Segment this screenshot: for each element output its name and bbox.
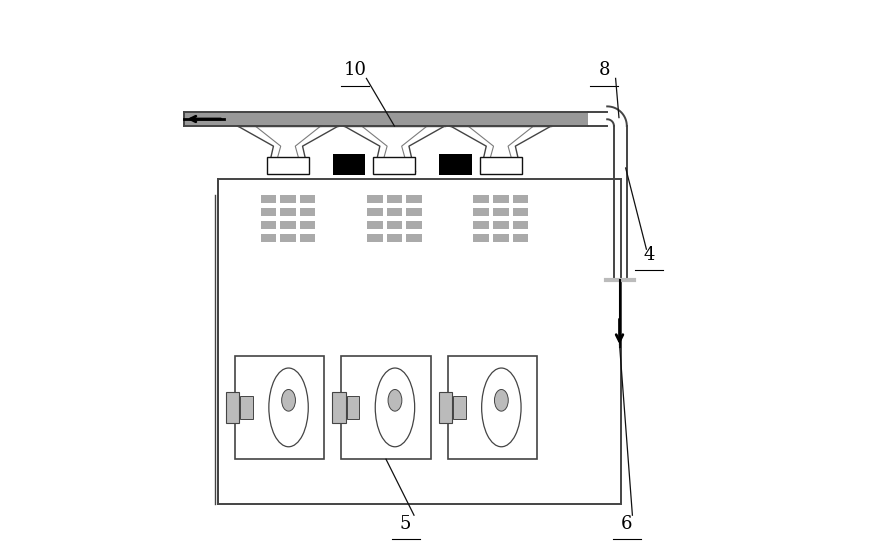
Bar (406, 234, 422, 242)
Bar (453, 396, 466, 419)
Bar (261, 234, 276, 242)
Bar (367, 195, 383, 203)
Bar (300, 234, 316, 242)
Bar (225, 392, 240, 423)
Bar (386, 234, 402, 242)
Bar (493, 234, 508, 242)
Text: 4: 4 (644, 246, 655, 264)
Bar (373, 157, 415, 174)
Ellipse shape (375, 368, 415, 447)
Bar (473, 221, 489, 229)
Bar (261, 195, 276, 203)
Bar (280, 195, 296, 203)
Bar (439, 154, 472, 175)
Bar (300, 221, 316, 229)
Bar (280, 234, 296, 242)
Bar (438, 392, 452, 423)
Bar (386, 208, 402, 216)
Bar (341, 356, 431, 459)
Ellipse shape (269, 368, 309, 447)
Bar (513, 195, 529, 203)
Bar (218, 179, 621, 504)
Bar (386, 195, 402, 203)
Bar (493, 208, 508, 216)
Ellipse shape (482, 368, 521, 447)
Bar (480, 157, 522, 174)
Bar (280, 221, 296, 229)
Bar (406, 195, 422, 203)
Ellipse shape (494, 390, 508, 411)
Bar (473, 208, 489, 216)
Bar (347, 396, 359, 419)
Bar (261, 221, 276, 229)
Bar (367, 234, 383, 242)
Bar (332, 154, 365, 175)
Bar (447, 356, 537, 459)
Text: 5: 5 (400, 515, 411, 533)
Bar (240, 396, 253, 419)
Bar (513, 221, 529, 229)
Bar (513, 234, 529, 242)
Ellipse shape (282, 390, 295, 411)
Bar (332, 392, 346, 423)
Bar (406, 208, 422, 216)
Bar (185, 112, 588, 126)
Bar (367, 208, 383, 216)
Ellipse shape (388, 390, 402, 411)
Bar (235, 356, 324, 459)
Bar (386, 221, 402, 229)
Bar (267, 157, 309, 174)
Bar (473, 195, 489, 203)
Text: 6: 6 (621, 515, 633, 533)
Text: 8: 8 (598, 61, 610, 79)
Bar (493, 221, 508, 229)
Text: 10: 10 (344, 61, 367, 79)
Bar (300, 195, 316, 203)
Bar (473, 234, 489, 242)
Bar (406, 221, 422, 229)
Bar (513, 208, 529, 216)
Bar (493, 195, 508, 203)
Bar (280, 208, 296, 216)
Bar (367, 221, 383, 229)
Bar (300, 208, 316, 216)
Bar (261, 208, 276, 216)
